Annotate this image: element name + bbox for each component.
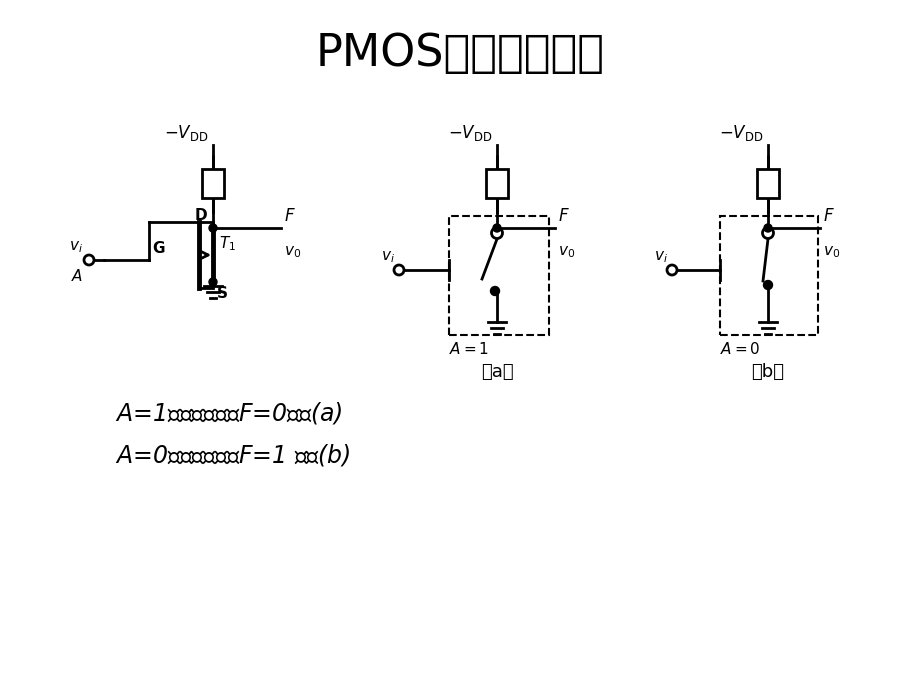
Bar <box>485 169 507 198</box>
Text: $F$: $F$ <box>823 207 834 225</box>
Text: G: G <box>152 241 165 256</box>
Text: $-V_{\rm DD}$: $-V_{\rm DD}$ <box>165 123 209 143</box>
Circle shape <box>209 278 217 286</box>
Text: D: D <box>194 208 207 223</box>
Circle shape <box>762 228 773 239</box>
Text: $-V_{\rm DD}$: $-V_{\rm DD}$ <box>448 123 493 143</box>
Text: $F$: $F$ <box>558 207 569 225</box>
Text: S: S <box>217 286 228 301</box>
Text: $T_1$: $T_1$ <box>219 235 236 253</box>
Text: $F$: $F$ <box>284 207 295 225</box>
Circle shape <box>763 224 771 232</box>
Text: $v_i$: $v_i$ <box>653 249 667 265</box>
Text: $v_0$: $v_0$ <box>823 244 839 259</box>
Circle shape <box>209 224 217 232</box>
Circle shape <box>490 286 499 295</box>
Circle shape <box>393 265 403 275</box>
Text: $v_i$: $v_i$ <box>380 249 394 265</box>
Text: $A=0$: $A=0$ <box>720 341 760 357</box>
Text: （b）: （b） <box>751 363 784 381</box>
Bar <box>448 216 549 335</box>
Text: $A$: $A$ <box>71 268 83 284</box>
Circle shape <box>491 228 502 239</box>
Circle shape <box>763 281 772 290</box>
Bar <box>720 216 817 335</box>
Text: $v_0$: $v_0$ <box>558 244 574 259</box>
Text: $A$=1，开关断开，$F$=0，图($a$): $A$=1，开关断开，$F$=0，图($a$) <box>115 400 342 426</box>
Text: $A=1$: $A=1$ <box>448 341 489 357</box>
Text: $-V_{\rm DD}$: $-V_{\rm DD}$ <box>719 123 763 143</box>
Text: $v_i$: $v_i$ <box>69 239 83 255</box>
Text: $A$=0，开关闭和，$F$=1 ，图($b$): $A$=0，开关闭和，$F$=1 ，图($b$) <box>115 442 350 468</box>
Circle shape <box>84 255 94 265</box>
Text: $v_0$: $v_0$ <box>284 244 301 259</box>
Bar <box>756 169 778 198</box>
Circle shape <box>493 224 501 232</box>
Text: （a）: （a） <box>480 363 513 381</box>
Circle shape <box>666 265 676 275</box>
Text: PMOS管的开关特性: PMOS管的开关特性 <box>315 32 604 75</box>
Bar <box>202 169 223 198</box>
